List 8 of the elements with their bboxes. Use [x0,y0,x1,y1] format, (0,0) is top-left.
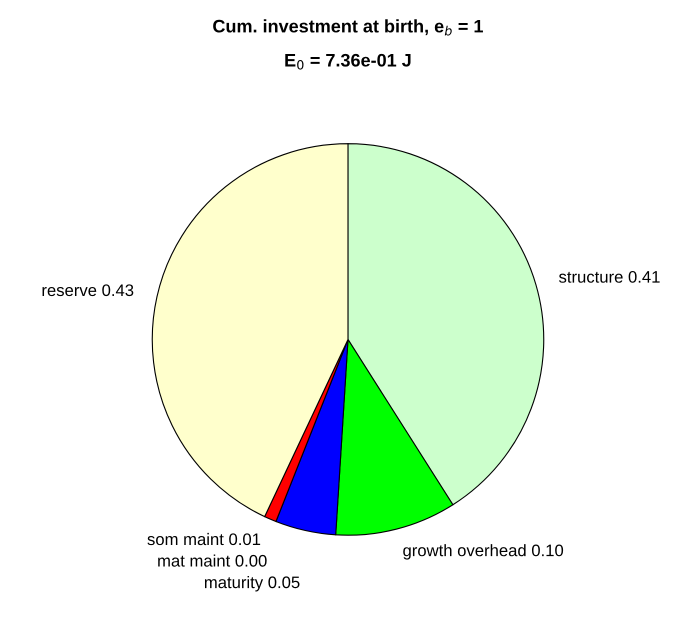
slice-label: som maint 0.01 [147,532,260,546]
category-label: mat maint 0.00 [158,554,267,567]
chart-title: Cum. investment at birth, e$_{b}$ = 1 [213,19,483,36]
slice-label: structure 0.41 [559,270,660,283]
chart-subtitle: E$_{0}$ = 7.36e-01 J [285,54,411,70]
slice-label: growth overhead 0.10 [403,544,564,560]
slice-label: maturity 0.05 [204,576,300,592]
slice-label: reserve 0.43 [42,284,134,296]
